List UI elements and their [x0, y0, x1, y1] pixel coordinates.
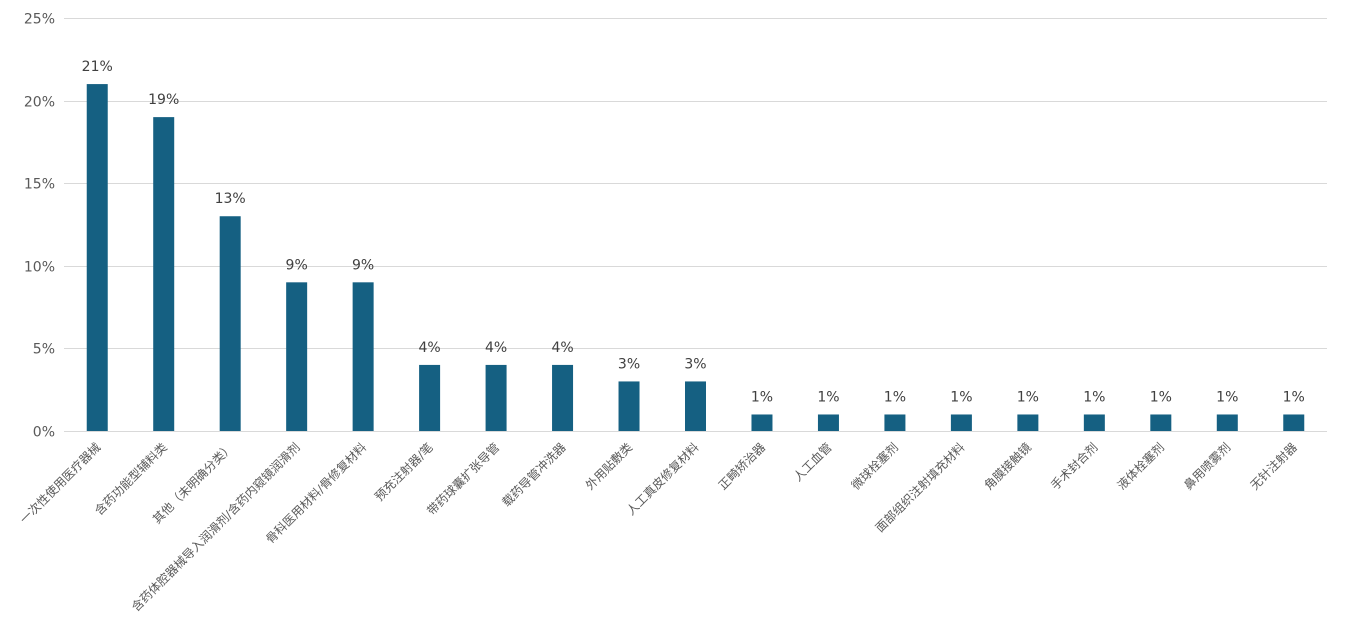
y-tick-label: 25%	[24, 12, 55, 28]
bar	[153, 117, 175, 432]
bar	[1150, 414, 1172, 431]
category-label: 手术封合剂	[1047, 440, 1100, 493]
category-label: 无针注射器	[1247, 440, 1300, 493]
category-label: 人工血管	[790, 440, 835, 485]
bar	[86, 84, 108, 431]
data-labels: 21% 19% 13% 9% 9% 4% 4% 4% 3% 3% 1% 1% 1% 1% 1% 1% 1% 1% 1…	[82, 59, 1305, 405]
bar	[286, 282, 308, 431]
bar	[1216, 414, 1238, 431]
x-axis-category-labels: 一次性使用医疗器械含药功能型辅料类其他（未明确分类）含药体腔器械导入润滑剂/含药…	[16, 440, 1300, 615]
category-label: 外用贴敷类	[582, 440, 635, 493]
data-label: 1%	[1083, 389, 1105, 405]
y-tick-label: 15%	[24, 177, 55, 193]
data-label: 9%	[286, 257, 308, 273]
bar	[485, 364, 507, 431]
bars	[86, 84, 1305, 432]
data-label: 4%	[418, 340, 440, 356]
y-tick-label: 0%	[33, 425, 55, 441]
bar	[950, 414, 972, 431]
bar	[817, 414, 839, 431]
bar	[419, 364, 441, 431]
category-label: 载药导管冲洗器	[499, 440, 569, 510]
bar	[1283, 414, 1305, 431]
bar	[1083, 414, 1105, 431]
category-label: 预充注射器/笔	[371, 440, 435, 504]
bar	[1017, 414, 1039, 431]
data-label: 9%	[352, 257, 374, 273]
y-axis-tick-labels: 0% 5% 10% 15% 20% 25%	[24, 12, 55, 441]
category-label: 液体栓塞剂	[1114, 440, 1167, 493]
bar	[685, 381, 706, 431]
category-label: 微球栓塞剂	[848, 440, 901, 493]
data-label: 3%	[684, 356, 706, 372]
category-label: 含药功能型辅料类	[91, 440, 169, 518]
data-label: 3%	[618, 356, 640, 372]
data-label: 1%	[751, 389, 773, 405]
category-label: 一次性使用医疗器械	[16, 440, 103, 527]
data-label: 19%	[148, 92, 179, 108]
category-label: 人工真皮修复材料	[623, 440, 701, 518]
y-tick-label: 20%	[24, 95, 55, 111]
data-label: 1%	[1216, 389, 1238, 405]
data-label: 1%	[1283, 389, 1305, 405]
data-label: 4%	[485, 340, 507, 356]
data-label: 1%	[950, 389, 972, 405]
bar	[884, 414, 906, 431]
data-label: 21%	[82, 59, 113, 75]
gridlines	[64, 18, 1327, 432]
category-label: 鼻用喷雾剂	[1180, 440, 1233, 493]
category-label: 正畸矫治器	[715, 440, 768, 493]
bar	[352, 282, 374, 431]
data-label: 1%	[817, 389, 839, 405]
bar	[219, 216, 241, 431]
bar	[751, 414, 773, 431]
bar	[552, 364, 574, 431]
category-label: 角膜接触镜	[981, 440, 1034, 493]
data-label: 1%	[1150, 389, 1172, 405]
y-tick-label: 5%	[33, 342, 55, 358]
bar	[618, 381, 640, 431]
y-tick-label: 10%	[24, 260, 55, 276]
category-label: 带药球囊扩张导管	[424, 440, 502, 518]
data-label: 4%	[551, 340, 573, 356]
data-label: 1%	[884, 389, 906, 405]
data-label: 13%	[215, 191, 246, 207]
data-label: 1%	[1017, 389, 1039, 405]
